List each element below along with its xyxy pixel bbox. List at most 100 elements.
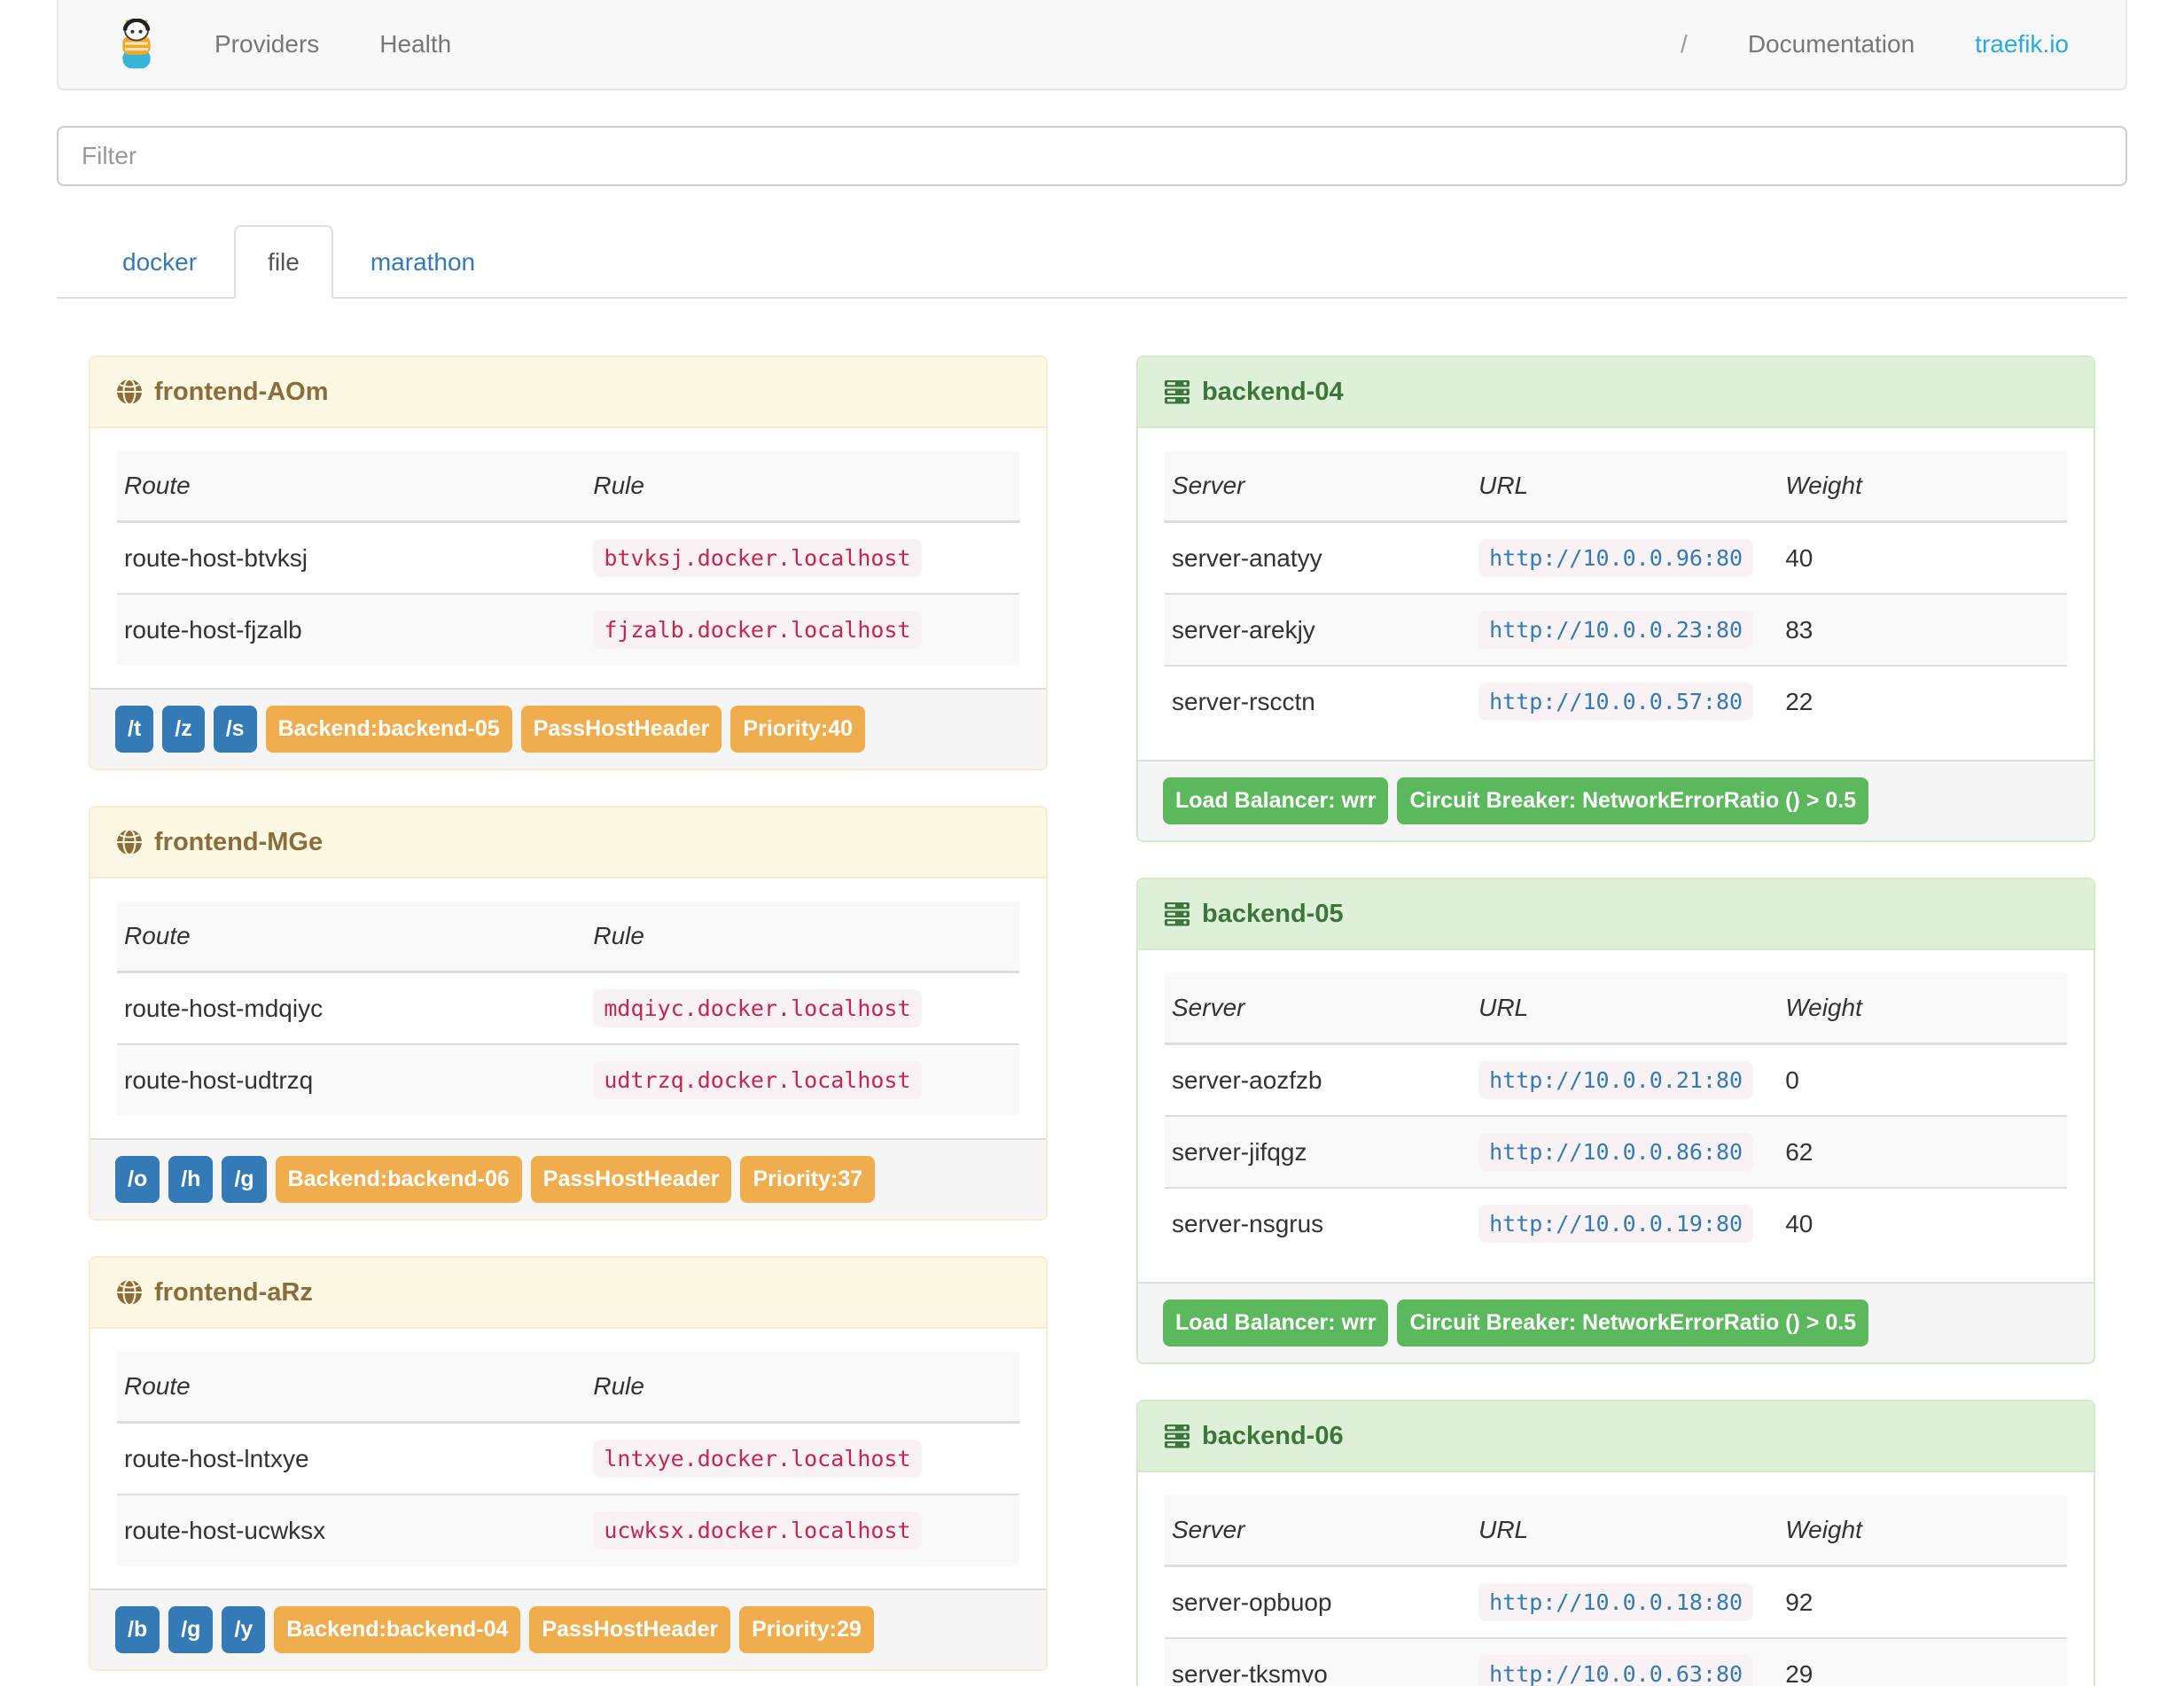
server-url-link[interactable]: http://10.0.0.96:80 xyxy=(1478,539,1754,577)
entrypoint-badge: /z xyxy=(162,706,205,753)
frontend-panel-aom: frontend-AOm Route Rule route-host-btvk xyxy=(89,355,1048,770)
backend-panel-heading: backend-05 xyxy=(1138,879,2094,950)
navbar: Providers Health / Documentation traefik… xyxy=(57,0,2127,90)
frontend-panel-arz: frontend-aRz Route Rule route-host-lntx xyxy=(89,1256,1048,1671)
tab-file[interactable]: file xyxy=(234,225,333,299)
backend-panel-body: Server URL Weight server-anatyy http://1… xyxy=(1138,428,2094,760)
server-url-link[interactable]: http://10.0.0.21:80 xyxy=(1478,1061,1754,1099)
column-header-weight: Weight xyxy=(1778,1495,2067,1567)
server-url-cell: http://10.0.0.63:80 xyxy=(1471,1637,1779,1686)
server-weight: 92 xyxy=(1785,1588,1814,1616)
servers-table-header-row: Server URL Weight xyxy=(1165,1495,2067,1567)
passhostheader-badge: PassHostHeader xyxy=(520,706,722,753)
column-header-route: Route xyxy=(117,902,587,973)
server-url-link[interactable]: http://10.0.0.23:80 xyxy=(1478,611,1754,649)
routes-table: Route Rule route-host-btvksj btvksj.dock… xyxy=(117,451,1019,665)
tab-marathon-link[interactable]: marathon xyxy=(370,248,476,276)
server-weight: 62 xyxy=(1778,1115,2067,1188)
server-weight: 40 xyxy=(1778,1187,2067,1259)
backend-panel-body: Server URL Weight server-aozfzb http://1… xyxy=(1138,950,2094,1282)
frontend-panel-heading: frontend-MGe xyxy=(90,808,1046,878)
server-name: server-aozfzb xyxy=(1172,1065,1322,1094)
server-url-cell: http://10.0.0.19:80 xyxy=(1471,1187,1779,1259)
tab-docker[interactable]: docker xyxy=(89,225,230,299)
server-weight: 40 xyxy=(1785,543,1814,572)
server-name: server-opbuop xyxy=(1172,1588,1332,1616)
nav-link-providers[interactable]: Providers xyxy=(214,30,320,58)
routes-table: Route Rule route-host-mdqiyc mdqiyc.dock… xyxy=(117,902,1019,1115)
route-row: route-host-ucwksx ucwksx.docker.localhos… xyxy=(117,1494,1019,1565)
frontend-panel-body: Route Rule route-host-mdqiyc mdqiyc.dock… xyxy=(90,878,1046,1138)
load-balancer-badge: Load Balancer: wrr xyxy=(1163,1300,1389,1346)
entrypoint-badge: /g xyxy=(222,1156,267,1203)
tab-docker-link[interactable]: docker xyxy=(122,248,198,276)
url-code[interactable]: http://10.0.0.19:80 xyxy=(1478,1205,1754,1243)
server-icon xyxy=(1163,900,1191,928)
entrypoint-badge: /t xyxy=(115,706,154,753)
server-url-link[interactable]: http://10.0.0.19:80 xyxy=(1478,1205,1754,1243)
routes-table-header-row: Route Rule xyxy=(117,1352,1019,1424)
provider-tabs: docker file marathon xyxy=(57,225,2127,299)
backend-panel-title: backend-06 xyxy=(1202,1422,1344,1450)
route-rule-cell: ucwksx.docker.localhost xyxy=(586,1494,1019,1565)
column-header-rule: Rule xyxy=(586,902,1019,973)
frontend-panel-footer: /o /h /g Backend:backend-06 PassHostHead… xyxy=(90,1138,1046,1219)
tab-marathon[interactable]: marathon xyxy=(337,225,509,299)
server-row: server-jifqgz http://10.0.0.86:80 62 xyxy=(1165,1115,2067,1188)
server-name: server-rscctn xyxy=(1165,665,1472,737)
server-name: server-tksmvo xyxy=(1165,1637,1472,1686)
main-container: docker file marathon frontend-AOm xyxy=(57,90,2127,1686)
passhostheader-badge: PassHostHeader xyxy=(530,1156,732,1203)
route-name: route-host-ucwksx xyxy=(117,1494,587,1565)
entrypoint-badge: /s xyxy=(213,706,257,753)
nav-link-traefik-io[interactable]: traefik.io xyxy=(1975,30,2069,58)
route-rule-cell: fjzalb.docker.localhost xyxy=(586,593,1019,665)
route-name: route-host-lntxye xyxy=(124,1444,309,1472)
nav-link-documentation[interactable]: Documentation xyxy=(1747,30,1915,58)
url-code[interactable]: http://10.0.0.57:80 xyxy=(1478,683,1754,721)
backend-panel-footer: Load Balancer: wrr Circuit Breaker: Netw… xyxy=(1138,1282,2094,1362)
column-header-url: URL xyxy=(1471,451,1779,523)
traefik-logo[interactable] xyxy=(113,19,160,70)
url-code[interactable]: http://10.0.0.96:80 xyxy=(1478,539,1754,577)
traefik-logo-icon xyxy=(122,19,151,69)
backend-panel-title: backend-05 xyxy=(1202,900,1344,928)
passhostheader-badge: PassHostHeader xyxy=(529,1606,731,1653)
server-weight: 22 xyxy=(1778,665,2067,737)
servers-table: Server URL Weight server-anatyy http://1… xyxy=(1165,451,2067,737)
column-header-weight: Weight xyxy=(1778,451,2067,523)
frontend-panel-footer: /b /g /y Backend:backend-04 PassHostHead… xyxy=(90,1588,1046,1669)
server-name: server-nsgrus xyxy=(1165,1187,1472,1259)
tab-file-link[interactable]: file xyxy=(234,225,333,299)
server-url-link[interactable]: http://10.0.0.57:80 xyxy=(1478,683,1754,721)
url-code[interactable]: http://10.0.0.23:80 xyxy=(1478,611,1754,649)
priority-badge: Priority:37 xyxy=(740,1156,876,1203)
url-code[interactable]: http://10.0.0.86:80 xyxy=(1478,1133,1754,1171)
rule-code: mdqiyc.docker.localhost xyxy=(593,989,922,1027)
navbar-right: / Documentation traefik.io xyxy=(1650,27,2099,62)
route-row: route-host-fjzalb fjzalb.docker.localhos… xyxy=(117,593,1019,665)
rule-code: fjzalb.docker.localhost xyxy=(593,611,922,649)
url-code[interactable]: http://10.0.0.63:80 xyxy=(1478,1655,1754,1686)
column-header-route: Route xyxy=(117,451,587,523)
server-weight: 0 xyxy=(1785,1065,1799,1094)
nav-link-health[interactable]: Health xyxy=(379,30,452,58)
server-name: server-jifqgz xyxy=(1165,1115,1472,1188)
server-row: server-rscctn http://10.0.0.57:80 22 xyxy=(1165,665,2067,737)
url-code[interactable]: http://10.0.0.21:80 xyxy=(1478,1061,1754,1099)
backend-panel-heading: backend-06 xyxy=(1138,1401,2094,1472)
server-url-link[interactable]: http://10.0.0.18:80 xyxy=(1478,1583,1754,1621)
server-url-link[interactable]: http://10.0.0.63:80 xyxy=(1478,1655,1754,1686)
column-header-server: Server xyxy=(1165,1495,1472,1567)
filter-input[interactable] xyxy=(57,126,2127,186)
server-url-link[interactable]: http://10.0.0.86:80 xyxy=(1478,1133,1754,1171)
routes-table-header-row: Route Rule xyxy=(117,451,1019,523)
backend-panel-06: backend-06 Server URL Weight xyxy=(1136,1400,2095,1686)
server-url-cell: http://10.0.0.86:80 xyxy=(1471,1115,1779,1188)
circuit-breaker-badge: Circuit Breaker: NetworkErrorRatio () > … xyxy=(1397,777,1869,824)
frontend-panel-title: frontend-aRz xyxy=(154,1278,313,1307)
backend-panel-04: backend-04 Server URL Weight xyxy=(1136,355,2095,842)
backend-panel-heading: backend-04 xyxy=(1138,357,2094,428)
url-code[interactable]: http://10.0.0.18:80 xyxy=(1478,1583,1754,1621)
route-rule-cell: lntxye.docker.localhost xyxy=(586,1423,1019,1495)
